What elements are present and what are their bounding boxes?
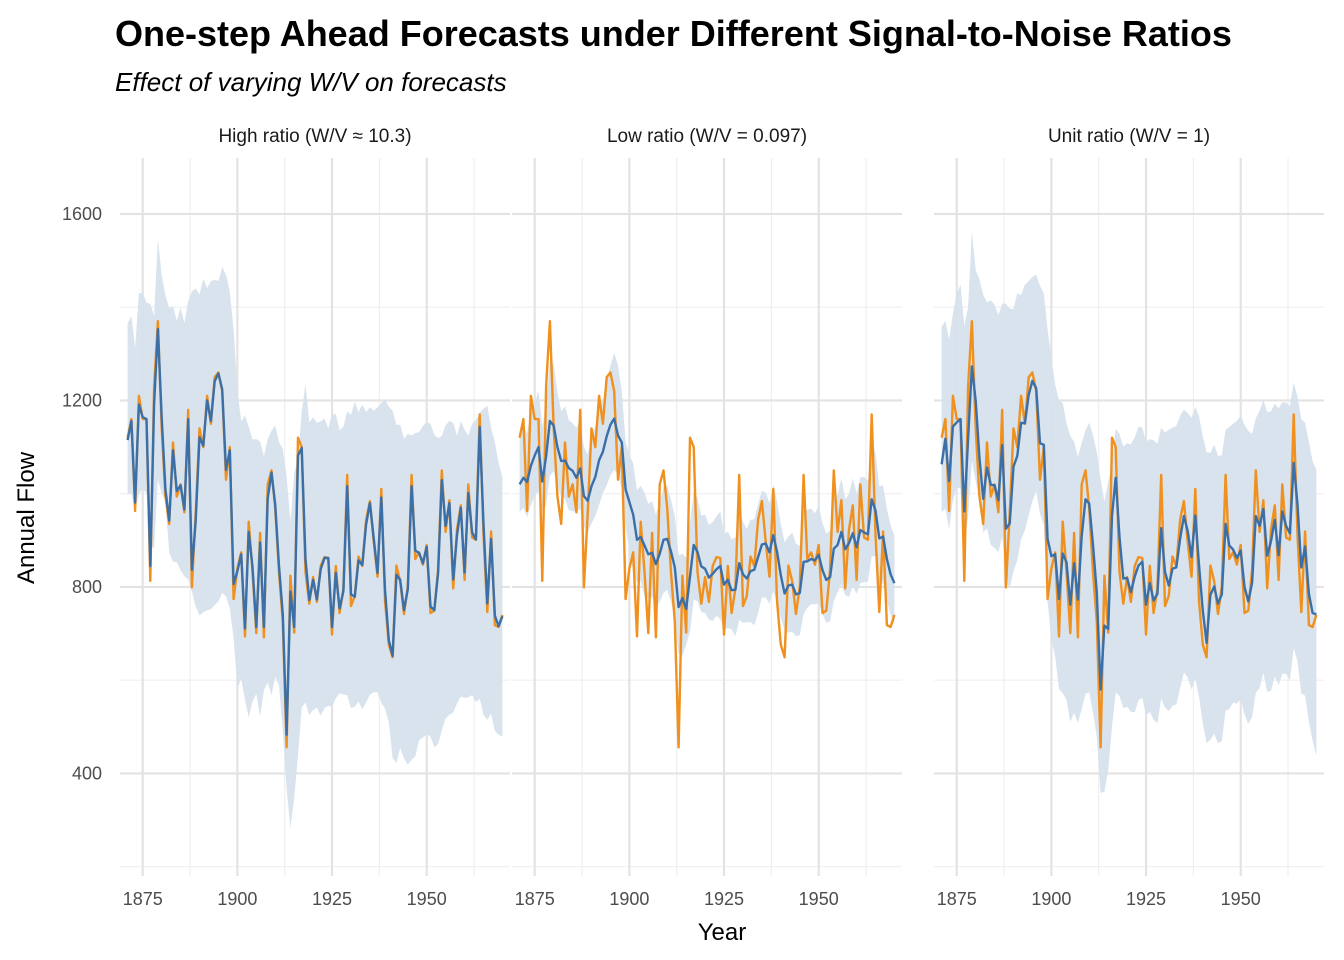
x-tick-label: 1925: [312, 889, 352, 909]
facet-panel-2: Low ratio (W/V = 0.097) 1875 1900 1925 1950: [512, 126, 902, 909]
x-tick-label: 1900: [609, 889, 649, 909]
x-tick-label: 1925: [1126, 889, 1166, 909]
x-tick-label: 1900: [217, 889, 257, 909]
facet-panel-3: Unit ratio (W/V = 1) 1875 1900 1925 1950: [934, 126, 1324, 909]
x-tick-label: 1875: [937, 889, 977, 909]
y-tick-label: 1600: [62, 204, 102, 224]
x-tick-label: 1875: [515, 889, 555, 909]
x-tick-label: 1950: [407, 889, 447, 909]
x-axis-title: Year: [698, 919, 747, 946]
x-tick-label: 1925: [704, 889, 744, 909]
x-tick-label: 1950: [1221, 889, 1261, 909]
x-tick-label: 1950: [799, 889, 839, 909]
chart-title: One-step Ahead Forecasts under Different…: [115, 13, 1232, 54]
facet-panel-1: High ratio (W/V ≈ 10.3) 1875 1900 1925 1950 4…: [62, 126, 510, 909]
facet-strip-label: Low ratio (W/V = 0.097): [607, 126, 807, 147]
chart-subtitle: Effect of varying W/V on forecasts: [115, 67, 507, 97]
facet-panels: High ratio (W/V ≈ 10.3) 1875 1900 1925 1950 4…: [62, 126, 1324, 909]
observed-flow-line: [518, 320, 896, 749]
x-tick-label: 1900: [1031, 889, 1071, 909]
forecast-line: [518, 417, 896, 610]
forecast-interval-band: [127, 239, 503, 829]
forecast-interval-band: [941, 231, 1317, 793]
y-tick-label: 400: [72, 763, 102, 783]
forecast-line: [126, 327, 504, 736]
facet-strip-label: Unit ratio (W/V = 1): [1048, 126, 1210, 147]
y-axis-title: Annual Flow: [13, 451, 40, 584]
y-tick-label: 1200: [62, 390, 102, 410]
forecast-line: [940, 365, 1317, 691]
y-tick-label: 800: [72, 577, 102, 597]
facet-strip-label: High ratio (W/V ≈ 10.3): [218, 126, 411, 147]
x-tick-label: 1875: [123, 889, 163, 909]
